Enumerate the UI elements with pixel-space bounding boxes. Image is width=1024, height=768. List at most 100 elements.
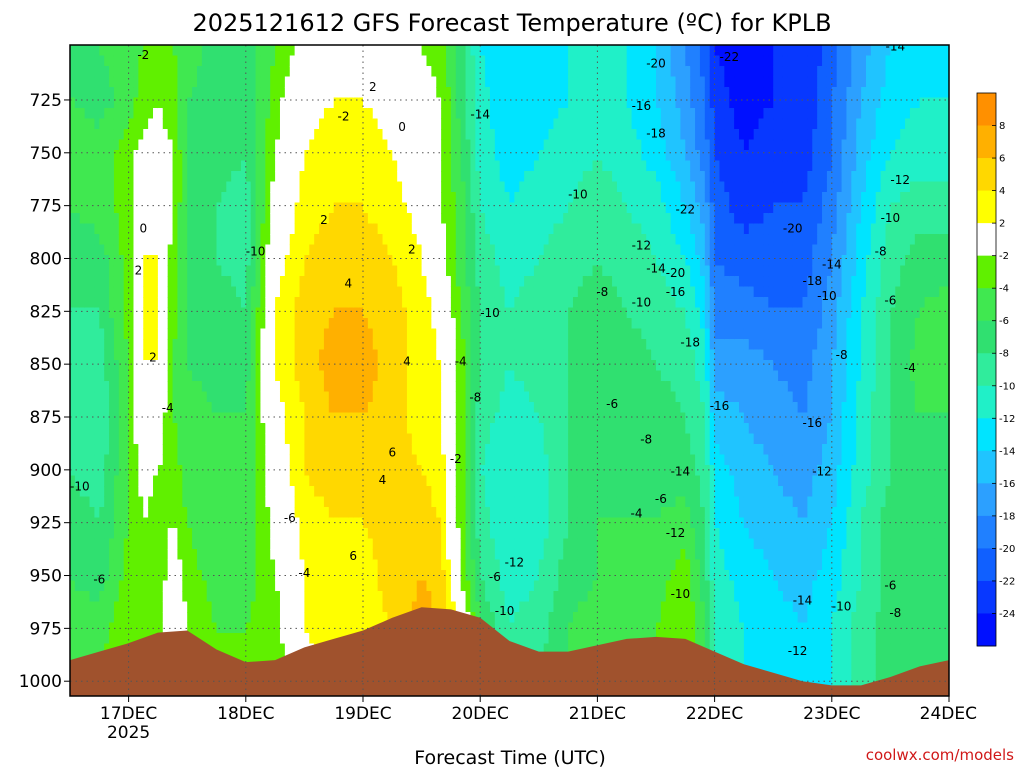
field-cell: [284, 202, 291, 214]
field-cell: [167, 286, 174, 298]
field-cell: [343, 507, 349, 519]
field-cell: [416, 433, 423, 445]
field-cell: [143, 370, 149, 382]
field-cell: [304, 549, 310, 561]
field-cell: [431, 412, 437, 424]
field-cell: [382, 265, 389, 277]
field-cell: [314, 286, 320, 298]
field-cell: [74, 444, 81, 456]
field-cell: [216, 87, 222, 99]
field-cell: [182, 423, 188, 435]
field-cell: [79, 349, 86, 361]
field-cell: [79, 202, 86, 214]
field-cell: [167, 150, 174, 162]
field-cell: [309, 181, 315, 193]
field-cell: [436, 580, 442, 592]
field-cell: [314, 591, 320, 603]
field-cell: [304, 465, 310, 477]
field-cell: [99, 370, 105, 382]
field-cell: [236, 255, 242, 267]
field-cell: [284, 559, 291, 571]
field-cell: [309, 160, 315, 172]
field-cell: [231, 255, 237, 267]
field-cell: [94, 349, 100, 361]
field-cell: [236, 171, 242, 183]
field-cell: [113, 286, 120, 298]
field-cell: [441, 328, 447, 340]
field-cell: [284, 391, 291, 403]
field-cell: [416, 549, 423, 561]
field-cell: [319, 307, 325, 319]
field-cell: [363, 139, 369, 151]
field-cell: [123, 150, 130, 162]
field-cell: [377, 192, 384, 204]
field-cell: [99, 486, 105, 498]
field-cell: [411, 265, 418, 277]
field-cell: [162, 591, 169, 603]
field-cell: [177, 465, 183, 477]
field-cell: [358, 496, 364, 508]
field-cell: [431, 202, 437, 214]
field-cell: [441, 412, 447, 424]
field-cell: [299, 370, 305, 382]
field-cell: [372, 192, 379, 204]
field-cell: [84, 486, 91, 498]
field-cell: [411, 213, 418, 225]
field-cell: [211, 118, 218, 130]
field-cell: [299, 591, 305, 603]
field-cell: [348, 391, 354, 403]
field-cell: [182, 370, 188, 382]
field-cell: [323, 118, 330, 130]
field-cell: [79, 66, 86, 78]
field-cell: [270, 76, 276, 88]
field-cell: [128, 486, 135, 498]
field-cell: [411, 55, 418, 67]
field-cell: [162, 549, 169, 561]
field-cell: [304, 108, 310, 120]
field-cell: [392, 45, 398, 57]
field-cell: [416, 286, 423, 298]
field-cell: [377, 76, 384, 88]
field-cell: [382, 244, 389, 256]
field-cell: [221, 423, 227, 435]
field-cell: [304, 286, 310, 298]
field-cell: [431, 297, 437, 309]
field-cell: [382, 580, 389, 592]
field-cell: [270, 234, 276, 246]
field-cell: [148, 244, 154, 256]
field-cell: [153, 496, 159, 508]
field-cell: [314, 118, 320, 130]
field-cell: [460, 66, 467, 78]
field-cell: [397, 265, 403, 277]
field-cell: [309, 202, 315, 214]
field-cell: [74, 423, 81, 435]
field-cell: [226, 108, 232, 120]
field-cell: [270, 45, 276, 57]
field-cell: [421, 234, 428, 246]
field-cell: [231, 465, 237, 477]
field-cell: [240, 66, 247, 78]
field-cell: [79, 255, 86, 267]
field-cell: [133, 55, 139, 67]
field-cell: [333, 255, 340, 267]
field-cell: [138, 202, 144, 214]
field-cell: [421, 297, 428, 309]
field-cell: [123, 444, 130, 456]
field-cell: [309, 423, 315, 435]
field-cell: [275, 150, 281, 162]
field-cell: [74, 360, 81, 372]
field-cell: [245, 622, 252, 634]
field-cell: [221, 549, 227, 561]
field-cell: [206, 517, 213, 529]
field-cell: [299, 118, 305, 130]
field-cell: [138, 507, 144, 519]
field-cell: [406, 234, 413, 246]
field-cell: [192, 559, 198, 571]
field-cell: [74, 412, 81, 424]
field-cell: [441, 297, 447, 309]
field-cell: [446, 496, 452, 508]
field-cell: [89, 255, 96, 267]
field-cell: [138, 402, 144, 414]
field-cell: [411, 538, 418, 550]
field-cell: [226, 570, 232, 582]
